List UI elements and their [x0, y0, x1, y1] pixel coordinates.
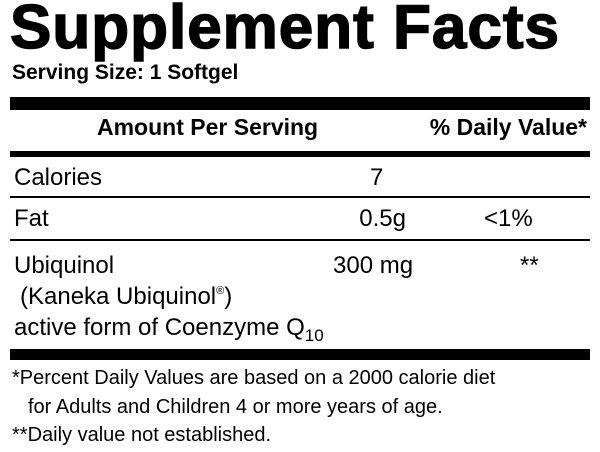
nutrient-daily-value: <1% — [484, 205, 533, 232]
nutrient-source: (Kaneka Ubiquinol®) — [20, 283, 232, 311]
source-text: (Kaneka Ubiquinol — [20, 283, 217, 310]
nutrient-daily-value: ** — [520, 252, 539, 279]
header-divider — [10, 151, 590, 157]
nutrient-name: Fat — [14, 205, 49, 232]
daily-value-header: % Daily Value* — [429, 114, 587, 140]
amount-header: Amount Per Serving — [97, 114, 319, 140]
label-title: Supplement Facts — [9, 0, 560, 63]
nutrient-name: Ubiquinol — [14, 252, 115, 279]
footnote: *Percent Daily Values are based on a 200… — [12, 367, 496, 389]
description-text: active form of Coenzyme Q — [14, 314, 305, 341]
nutrient-amount: 7 — [370, 164, 384, 191]
serving-size: Serving Size: 1 Softgel — [12, 61, 239, 84]
nutrient-amount: 0.5g — [359, 205, 406, 232]
registered-mark: ® — [216, 285, 225, 297]
row-divider — [10, 239, 590, 241]
row-divider — [10, 196, 590, 198]
footnote: **Daily value not established. — [12, 424, 272, 446]
subscript: 10 — [304, 326, 324, 345]
thick-divider — [10, 349, 590, 360]
footnote: for Adults and Children 4 or more years … — [28, 396, 443, 418]
nutrient-description: active form of Coenzyme Q10 — [14, 314, 324, 346]
thick-divider — [10, 97, 590, 110]
nutrient-amount: 300 mg — [333, 252, 414, 279]
nutrient-name: Calories — [14, 164, 103, 191]
source-close: ) — [224, 283, 233, 310]
